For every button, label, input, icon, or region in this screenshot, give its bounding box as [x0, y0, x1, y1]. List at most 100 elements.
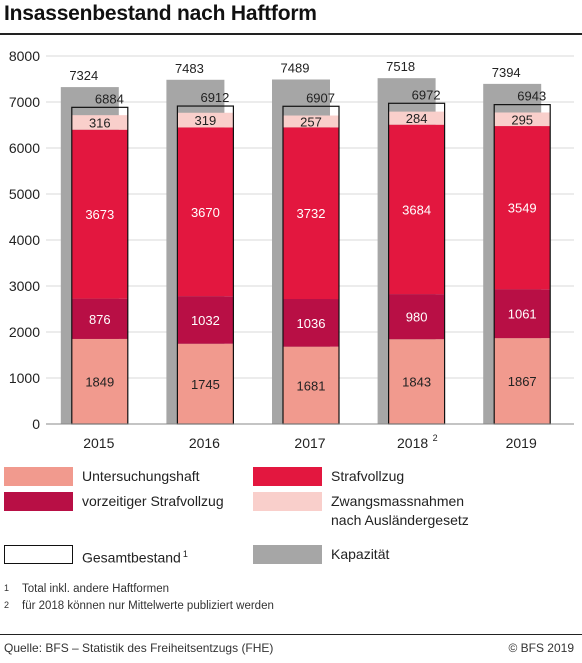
stacked-bar-chart: 0 1000 2000 3000 4000 5000 6000 7000 8000 7324 18…: [9, 48, 574, 451]
legend-label-text: Gesamtbestand: [82, 549, 181, 566]
segment-label: 1849: [85, 374, 114, 389]
legend-label-text: Strafvollzug: [331, 468, 405, 484]
legend-label: vorzeitiger Strafvollzug: [82, 492, 224, 511]
title-rule: [0, 33, 582, 35]
footnote: 2 für 2018 können nur Mittelwerte publizi…: [4, 600, 274, 612]
segment-label: 1867: [508, 374, 537, 389]
x-tick-superscript: 2: [433, 433, 438, 443]
segment-label: 1745: [191, 377, 220, 392]
segment-label: 319: [195, 113, 217, 128]
segment-label: 1036: [297, 316, 326, 331]
legend-swatch: [253, 467, 322, 486]
stack-segment: [388, 124, 445, 295]
segment-label: 1843: [402, 375, 431, 390]
segment-label: 284: [406, 111, 428, 126]
segment-label: 3732: [297, 206, 326, 221]
footnote-mark: 2: [4, 600, 10, 610]
capacity-label: 7518: [386, 59, 415, 74]
x-tick-label: 2017: [294, 435, 325, 451]
stack-segment: [71, 129, 128, 299]
stack-segment: [283, 115, 339, 128]
source-rule: [0, 634, 582, 635]
legend-label-text: vorzeitiger Strafvollzug: [82, 493, 224, 509]
legend-label-text-line2: nach Ausländergesetz: [331, 512, 469, 528]
chart-title: Insassenbestand nach Haftform: [4, 2, 317, 25]
footnote: 1 Total inkl. andere Haftformen: [4, 583, 169, 595]
segment-label: 257: [300, 114, 322, 129]
segment-label: 295: [511, 112, 533, 127]
total-label: 6972: [412, 87, 441, 102]
segment-label: 1061: [508, 307, 537, 322]
legend-label: Kapazität: [331, 545, 389, 564]
legend-swatch: [4, 467, 73, 486]
copyright-text: © BFS 2019: [508, 641, 574, 655]
x-tick-label: 2019: [506, 435, 537, 451]
legend-item: Gesamtbestand 1: [4, 545, 188, 568]
stack-segment: [494, 112, 551, 127]
stack-segment: [283, 299, 339, 347]
legend-label-text: Zwangsmassnahmen: [331, 493, 465, 509]
stack-segment: [494, 289, 551, 339]
y-tick-label: 1000: [9, 370, 40, 386]
legend-label-text: Untersuchungshaft: [82, 468, 200, 484]
y-tick-label: 7000: [9, 94, 40, 110]
x-tick-label: 2016: [189, 435, 220, 451]
legend-item: vorzeitiger Strafvollzug: [4, 492, 224, 511]
legend-label: Strafvollzug: [331, 467, 404, 486]
stack-segment: [494, 338, 551, 424]
y-tick-label: 8000: [9, 48, 40, 64]
segment-label: 1032: [191, 313, 220, 328]
stack-segment: [177, 296, 234, 344]
legend-label-text: Kapazität: [331, 546, 390, 562]
stack-segment: [177, 112, 234, 128]
legend-item: Strafvollzug: [253, 467, 404, 486]
segment-label: 3684: [402, 202, 431, 217]
y-axis: 0 1000 2000 3000 4000 5000 6000 7000 8000: [9, 48, 40, 432]
segment-label: 876: [89, 312, 111, 327]
stack-segment: [177, 343, 234, 424]
stack-segment: [283, 127, 339, 300]
footnote-text: für 2018 können nur Mittelwerte publizie…: [22, 600, 274, 612]
x-tick-label: 2018: [397, 435, 428, 451]
y-tick-label: 3000: [9, 278, 40, 294]
stack-segment: [494, 126, 551, 290]
footnote-text: Total inkl. andere Haftformen: [22, 583, 170, 595]
y-tick-label: 4000: [9, 232, 40, 248]
footnote-mark: 1: [4, 583, 10, 593]
legend-item: Untersuchungshaft: [4, 467, 200, 486]
y-tick-label: 5000: [9, 186, 40, 202]
segment-label: 1681: [297, 378, 326, 393]
legend-swatch: [253, 545, 322, 564]
stack-segment: [388, 294, 445, 340]
x-axis: 2015 2016 2017 2018 2 2019: [46, 423, 574, 451]
source-text: Quelle: BFS – Statistik des Freiheitsent…: [4, 641, 274, 655]
y-tick-label: 0: [32, 416, 40, 432]
total-label: 6907: [306, 90, 335, 105]
x-tick-label: 2015: [83, 435, 114, 451]
bars: 7324 1849 876 3673 316 6884 7483 1745 1032 3670 31…: [60, 59, 551, 425]
stack-segment: [388, 111, 445, 125]
legend-swatch: [253, 492, 322, 511]
stack-segment: [71, 115, 128, 130]
y-tick-label: 6000: [9, 140, 40, 156]
legend-label: Untersuchungshaft: [82, 467, 200, 486]
legend-item: Zwangsmassnahmen nach Ausländergesetz: [253, 492, 469, 530]
legend-swatch: [4, 492, 73, 511]
legend-item: Kapazität: [253, 545, 389, 564]
stack-segment: [388, 339, 445, 424]
segment-label: 980: [406, 310, 428, 325]
stack-segment: [283, 346, 339, 424]
y-tick-label: 2000: [9, 324, 40, 340]
stack-segment: [71, 338, 128, 424]
segment-label: 3670: [191, 205, 220, 220]
legend-swatch: [4, 545, 73, 564]
legend-superscript: 1: [182, 549, 188, 559]
capacity-label: 7489: [281, 61, 310, 76]
legend-label: Zwangsmassnahmen nach Ausländergesetz: [331, 492, 469, 530]
capacity-label: 7483: [175, 61, 204, 76]
capacity-label: 7324: [69, 68, 98, 83]
stack-segment: [177, 127, 234, 297]
total-label: 6912: [200, 90, 229, 105]
stack-segment: [71, 298, 128, 339]
segment-label: 3549: [508, 201, 537, 216]
